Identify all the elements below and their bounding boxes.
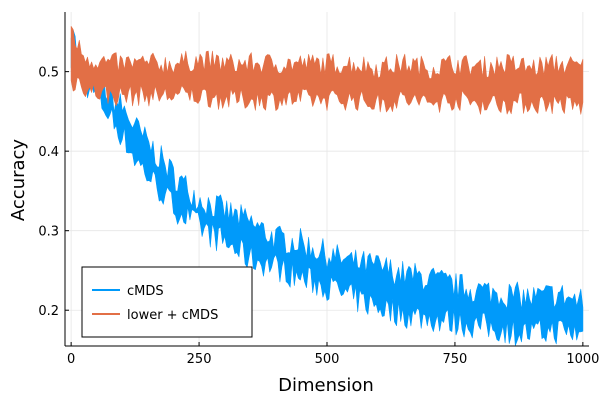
x-axis-title: Dimension xyxy=(278,375,374,396)
x-tick-label-0: 0 xyxy=(67,352,75,367)
series-band-lower-cmds xyxy=(70,26,584,115)
x-tick-label-3: 750 xyxy=(443,352,468,367)
x-tick-label-2: 500 xyxy=(315,352,340,367)
y-axis-title: Accuracy xyxy=(8,139,29,222)
y-tick-label-1: 0.3 xyxy=(38,225,59,240)
legend-label-cmds: cMDS xyxy=(127,284,164,299)
y-tick-label-0: 0.2 xyxy=(38,304,59,319)
legend: cMDS lower + cMDS xyxy=(81,266,253,338)
y-tick-label-2: 0.4 xyxy=(38,145,59,160)
legend-label-lower-cmds: lower + cMDS xyxy=(127,308,218,323)
axes: 0 250 500 750 1000 0.2 0.3 0.4 0.5 xyxy=(38,12,599,367)
y-tick-label-3: 0.5 xyxy=(38,66,59,81)
x-tick-label-4: 1000 xyxy=(566,352,599,367)
x-tick-label-1: 250 xyxy=(187,352,212,367)
series-layer xyxy=(70,26,584,346)
legend-box xyxy=(81,266,253,338)
series-band-cmds xyxy=(70,29,584,346)
